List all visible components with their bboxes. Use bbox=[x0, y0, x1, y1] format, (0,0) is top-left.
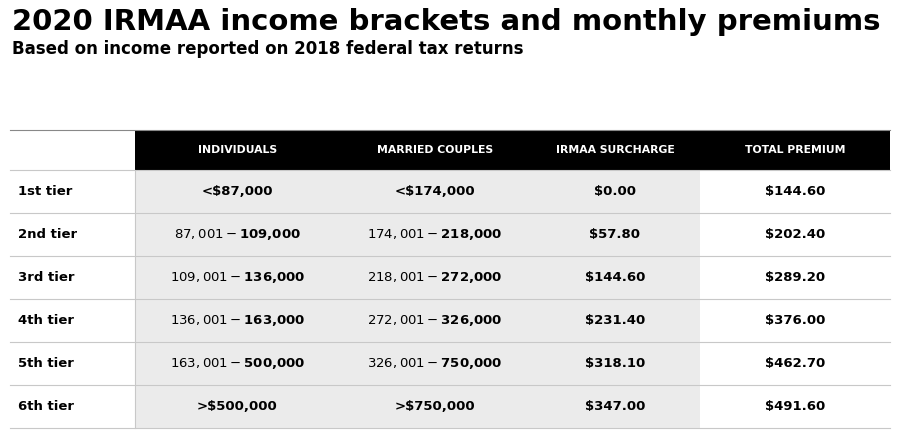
Text: $218,001 - $272,000: $218,001 - $272,000 bbox=[367, 270, 503, 285]
Bar bbox=[700, 385, 890, 428]
Text: $231.40: $231.40 bbox=[585, 314, 645, 327]
Bar bbox=[340, 342, 530, 385]
Text: >$750,000: >$750,000 bbox=[395, 400, 475, 413]
Bar bbox=[10, 299, 135, 342]
Text: $136,001 - $163,000: $136,001 - $163,000 bbox=[170, 313, 305, 328]
Text: 2nd tier: 2nd tier bbox=[18, 228, 77, 241]
Bar bbox=[10, 385, 135, 428]
Bar bbox=[700, 213, 890, 256]
Text: 6th tier: 6th tier bbox=[18, 400, 74, 413]
Text: TOTAL PREMIUM: TOTAL PREMIUM bbox=[745, 145, 845, 155]
Bar bbox=[530, 213, 700, 256]
Text: $144.60: $144.60 bbox=[585, 271, 645, 284]
Bar bbox=[10, 342, 135, 385]
Text: IRMAA SURCHARGE: IRMAA SURCHARGE bbox=[555, 145, 674, 155]
Bar bbox=[340, 256, 530, 299]
Bar bbox=[700, 342, 890, 385]
Bar bbox=[700, 170, 890, 213]
Text: 2020 IRMAA income brackets and monthly premiums: 2020 IRMAA income brackets and monthly p… bbox=[12, 8, 880, 36]
Text: 4th tier: 4th tier bbox=[18, 314, 74, 327]
Text: $326,001 - $750,000: $326,001 - $750,000 bbox=[367, 356, 503, 371]
Bar bbox=[340, 385, 530, 428]
Text: $347.00: $347.00 bbox=[585, 400, 645, 413]
Bar bbox=[530, 385, 700, 428]
Bar bbox=[10, 256, 135, 299]
Bar bbox=[530, 170, 700, 213]
Text: <$174,000: <$174,000 bbox=[395, 185, 475, 198]
Bar bbox=[700, 256, 890, 299]
Text: $57.80: $57.80 bbox=[590, 228, 641, 241]
Text: 1st tier: 1st tier bbox=[18, 185, 72, 198]
Text: $174,001 - $218,000: $174,001 - $218,000 bbox=[367, 227, 503, 242]
Bar bbox=[700, 299, 890, 342]
Bar bbox=[340, 213, 530, 256]
Text: $163,001 - $500,000: $163,001 - $500,000 bbox=[170, 356, 305, 371]
Text: $109,001 - $136,000: $109,001 - $136,000 bbox=[170, 270, 305, 285]
Bar bbox=[10, 130, 135, 170]
Text: MARRIED COUPLES: MARRIED COUPLES bbox=[377, 145, 493, 155]
Text: $491.60: $491.60 bbox=[765, 400, 825, 413]
Bar bbox=[10, 170, 135, 213]
Bar bbox=[135, 256, 340, 299]
Text: INDIVIDUALS: INDIVIDUALS bbox=[198, 145, 277, 155]
Text: $0.00: $0.00 bbox=[594, 185, 636, 198]
Bar bbox=[135, 213, 340, 256]
Bar bbox=[530, 256, 700, 299]
Text: >$500,000: >$500,000 bbox=[197, 400, 278, 413]
Text: $272,001 -$326,000: $272,001 -$326,000 bbox=[367, 313, 503, 328]
Text: $318.10: $318.10 bbox=[585, 357, 645, 370]
Bar bbox=[340, 170, 530, 213]
Bar bbox=[135, 299, 340, 342]
Bar bbox=[135, 170, 340, 213]
Bar bbox=[530, 342, 700, 385]
Text: $289.20: $289.20 bbox=[765, 271, 825, 284]
Bar bbox=[135, 130, 890, 170]
Text: $202.40: $202.40 bbox=[765, 228, 825, 241]
Bar bbox=[10, 213, 135, 256]
Text: $87,001 - $109,000: $87,001 - $109,000 bbox=[174, 227, 301, 242]
Bar bbox=[135, 385, 340, 428]
Text: 5th tier: 5th tier bbox=[18, 357, 74, 370]
Text: $376.00: $376.00 bbox=[765, 314, 825, 327]
Text: <$87,000: <$87,000 bbox=[202, 185, 274, 198]
Text: Based on income reported on 2018 federal tax returns: Based on income reported on 2018 federal… bbox=[12, 40, 524, 58]
Text: $144.60: $144.60 bbox=[765, 185, 825, 198]
Text: 3rd tier: 3rd tier bbox=[18, 271, 75, 284]
Bar bbox=[340, 299, 530, 342]
Bar bbox=[135, 342, 340, 385]
Text: $462.70: $462.70 bbox=[765, 357, 825, 370]
Bar bbox=[530, 299, 700, 342]
